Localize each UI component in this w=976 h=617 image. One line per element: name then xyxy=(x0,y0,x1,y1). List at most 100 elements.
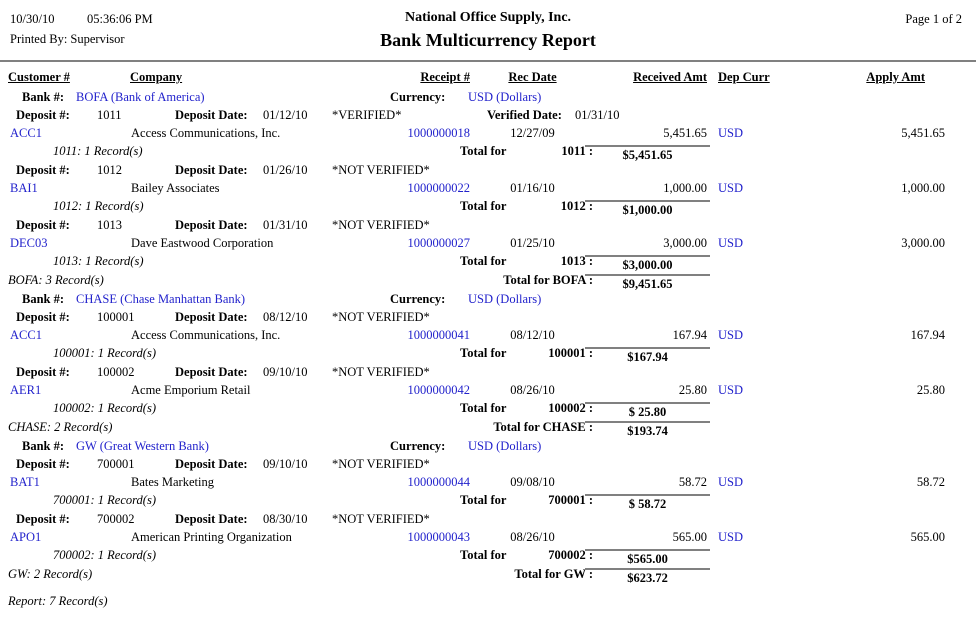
total-for-label: Total for xyxy=(460,254,507,268)
deposit-number: 1013 xyxy=(97,218,122,232)
deposit-record-count: 100001: 1 Record(s) xyxy=(53,346,156,360)
currency-label: Currency: xyxy=(390,439,446,453)
total-deposit-number: 1013 : xyxy=(560,254,593,268)
col-header-dep-curr: Dep Curr xyxy=(718,70,770,84)
total-for-label: Total for xyxy=(460,401,507,415)
verification-status: *NOT VERIFIED* xyxy=(332,512,430,526)
apply-amt-cell: 167.94 xyxy=(910,328,945,342)
receipt-link[interactable]: 1000000018 xyxy=(407,126,471,140)
customer-link[interactable]: BAT1 xyxy=(10,475,40,489)
total-deposit-number: 100002 : xyxy=(548,401,593,415)
customer-link[interactable]: APO1 xyxy=(10,530,42,544)
deposit-row: Deposit #: 100002 Deposit Date: 09/10/10… xyxy=(0,365,976,383)
total-deposit-number: 1011 : xyxy=(561,144,593,158)
rec-date-cell: 08/26/10 xyxy=(510,530,555,544)
deposit-date: 08/12/10 xyxy=(263,310,308,324)
deposit-number: 1011 xyxy=(97,108,122,122)
deposit-date: 01/31/10 xyxy=(263,218,308,232)
verification-status: *NOT VERIFIED* xyxy=(332,457,430,471)
deposit-number: 700002 xyxy=(97,512,135,526)
bank-total-amount: $193.74 xyxy=(585,421,710,439)
deposit-date: 09/10/10 xyxy=(263,365,308,379)
receipt-link[interactable]: 1000000044 xyxy=(407,475,471,489)
customer-link[interactable]: BAI1 xyxy=(10,181,38,195)
receipt-link[interactable]: 1000000042 xyxy=(407,383,471,397)
deposit-number: 1012 xyxy=(97,163,122,177)
dep-curr-link[interactable]: USD xyxy=(718,181,744,195)
currency-link[interactable]: USD (Dollars) xyxy=(468,292,542,306)
deposit-number: 100002 xyxy=(97,365,135,379)
deposit-record-count: 1012: 1 Record(s) xyxy=(53,199,144,213)
receipt-link[interactable]: 1000000041 xyxy=(407,328,471,342)
customer-link[interactable]: AER1 xyxy=(10,383,42,397)
customer-link[interactable]: ACC1 xyxy=(10,328,42,342)
col-header-receipt: Receipt # xyxy=(420,70,470,84)
deposit-total-row: 1011: 1 Record(s) Total for 1011 : $5,45… xyxy=(0,144,976,163)
deposit-total-amount: $565.00 xyxy=(585,549,710,567)
receipt-row: APO1 American Printing Organization 1000… xyxy=(0,530,976,548)
deposit-row: Deposit #: 700001 Deposit Date: 09/10/10… xyxy=(0,457,976,475)
deposit-total-row: 1012: 1 Record(s) Total for 1012 : $1,00… xyxy=(0,199,976,218)
verification-status: *NOT VERIFIED* xyxy=(332,163,430,177)
report-date: 10/30/10 xyxy=(10,12,55,26)
bank-row: Bank #: GW (Great Western Bank) Currency… xyxy=(0,439,976,457)
deposit-number-label: Deposit #: xyxy=(16,218,70,232)
rec-date-cell: 09/08/10 xyxy=(510,475,555,489)
total-deposit-number: 100001 : xyxy=(548,346,593,360)
customer-link[interactable]: ACC1 xyxy=(10,126,42,140)
received-amt-cell: 5,451.65 xyxy=(663,126,707,140)
currency-link[interactable]: USD (Dollars) xyxy=(468,90,542,104)
bank-link[interactable]: CHASE (Chase Manhattan Bank) xyxy=(76,292,246,306)
deposit-record-count: 100002: 1 Record(s) xyxy=(53,401,156,415)
dep-curr-link[interactable]: USD xyxy=(718,475,744,489)
deposit-total-row: 700001: 1 Record(s) Total for 700001 : $… xyxy=(0,493,976,512)
bank-total-label: Total for GW : xyxy=(514,567,593,581)
company-name: National Office Supply, Inc. xyxy=(404,10,572,25)
bank-record-count: BOFA: 3 Record(s) xyxy=(8,273,104,287)
deposit-date: 08/30/10 xyxy=(263,512,308,526)
dep-curr-link[interactable]: USD xyxy=(718,530,744,544)
report-time: 05:36:06 PM xyxy=(87,12,153,26)
total-deposit-number: 700001 : xyxy=(548,493,593,507)
dep-curr-link[interactable]: USD xyxy=(718,236,744,250)
receipt-link[interactable]: 1000000043 xyxy=(407,530,471,544)
bank-link[interactable]: BOFA (Bank of America) xyxy=(76,90,205,104)
dep-curr-link[interactable]: USD xyxy=(718,126,744,140)
deposit-date-label: Deposit Date: xyxy=(175,108,248,122)
deposit-date-label: Deposit Date: xyxy=(175,365,248,379)
apply-amt-cell: 25.80 xyxy=(916,383,945,397)
received-amt-cell: 167.94 xyxy=(672,328,707,342)
deposit-date: 01/12/10 xyxy=(263,108,308,122)
deposit-date: 09/10/10 xyxy=(263,457,308,471)
deposit-number-label: Deposit #: xyxy=(16,310,70,324)
bank-total-row: CHASE: 2 Record(s) Total for CHASE : $19… xyxy=(0,420,976,439)
total-for-label: Total for xyxy=(460,199,507,213)
bank-record-count: GW: 2 Record(s) xyxy=(8,567,93,581)
dep-curr-link[interactable]: USD xyxy=(718,328,744,342)
currency-link[interactable]: USD (Dollars) xyxy=(468,439,542,453)
deposit-date: 01/26/10 xyxy=(263,163,308,177)
bank-total-amount: $9,451.65 xyxy=(585,274,710,292)
receipt-row: ACC1 Access Communications, Inc. 1000000… xyxy=(0,126,976,144)
deposit-number-label: Deposit #: xyxy=(16,163,70,177)
company-cell: Access Communications, Inc. xyxy=(131,328,281,342)
company-cell: Acme Emporium Retail xyxy=(131,383,251,397)
report-title: Bank Multicurrency Report xyxy=(380,30,596,50)
deposit-date-label: Deposit Date: xyxy=(175,163,248,177)
receipt-link[interactable]: 1000000027 xyxy=(407,236,471,250)
deposit-total-row: 100002: 1 Record(s) Total for 100002 : $… xyxy=(0,401,976,420)
receipt-row: DEC03 Dave Eastwood Corporation 10000000… xyxy=(0,236,976,254)
deposit-row: Deposit #: 700002 Deposit Date: 08/30/10… xyxy=(0,512,976,530)
receipt-row: AER1 Acme Emporium Retail 1000000042 08/… xyxy=(0,383,976,401)
deposit-date-label: Deposit Date: xyxy=(175,218,248,232)
bank-link[interactable]: GW (Great Western Bank) xyxy=(76,439,209,453)
currency-label: Currency: xyxy=(390,90,446,104)
deposit-row: Deposit #: 100001 Deposit Date: 08/12/10… xyxy=(0,310,976,328)
receipt-row: BAT1 Bates Marketing 1000000044 09/08/10… xyxy=(0,475,976,493)
customer-link[interactable]: DEC03 xyxy=(10,236,48,250)
dep-curr-link[interactable]: USD xyxy=(718,383,744,397)
total-deposit-number: 1012 : xyxy=(560,199,593,213)
receipt-link[interactable]: 1000000022 xyxy=(407,181,471,195)
rec-date-cell: 08/12/10 xyxy=(510,328,555,342)
deposit-number-label: Deposit #: xyxy=(16,512,70,526)
